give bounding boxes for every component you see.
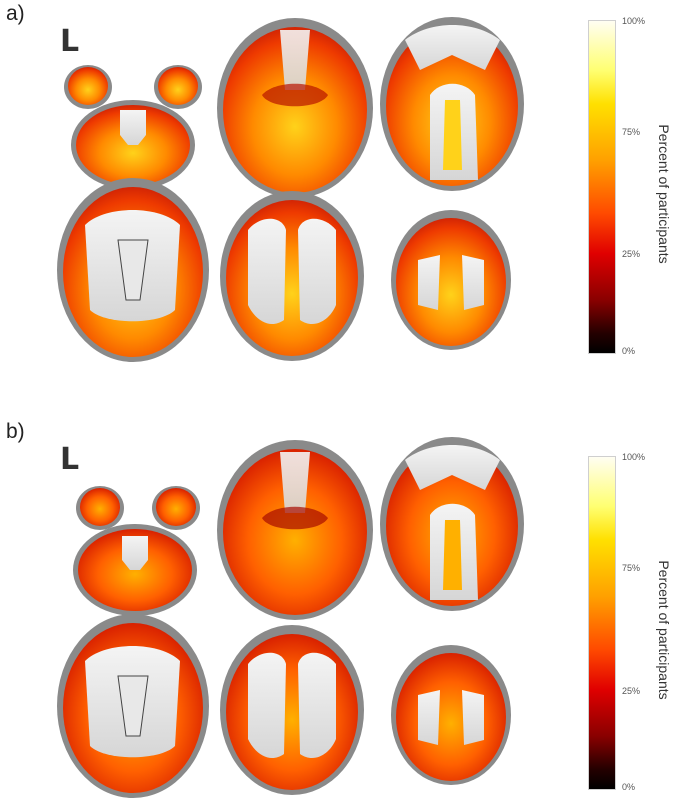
slice-3 [380, 17, 524, 191]
slice-3 [380, 437, 524, 611]
colorbar-tick-75: 75% [622, 563, 641, 573]
colorbar [588, 20, 616, 354]
colorbar-tick-100: 100% [622, 16, 646, 26]
brain-slices [57, 437, 524, 798]
hemisphere-label: L [60, 442, 80, 477]
colorbar-title: Percent of participants [656, 560, 672, 700]
slice-4 [57, 178, 209, 362]
panel-a: a) L [0, 0, 675, 370]
colorbar-tick-75: 75% [622, 127, 641, 137]
panel-label: b) [6, 420, 25, 443]
slice-2 [217, 18, 373, 198]
colorbar-title: Percent of participants [656, 124, 672, 264]
slice-4 [57, 614, 209, 798]
slice-1 [64, 65, 202, 190]
colorbar-tick-25: 25% [622, 686, 641, 696]
colorbar-tick-25: 25% [622, 249, 641, 259]
colorbar [588, 456, 616, 790]
panel-label: a) [6, 2, 25, 25]
brain-slices [57, 17, 524, 362]
colorbar-tick-100: 100% [622, 452, 646, 462]
slice-5 [220, 625, 364, 795]
colorbar-tick-0: 0% [622, 346, 636, 356]
colorbar-tick-0: 0% [622, 782, 636, 792]
panel-b: b) L [0, 418, 675, 798]
slice-2 [217, 440, 373, 620]
hemisphere-label: L [60, 24, 80, 59]
slice-6 [391, 645, 511, 785]
slice-1 [73, 486, 200, 616]
slice-5 [220, 191, 364, 361]
slice-6 [391, 210, 511, 350]
